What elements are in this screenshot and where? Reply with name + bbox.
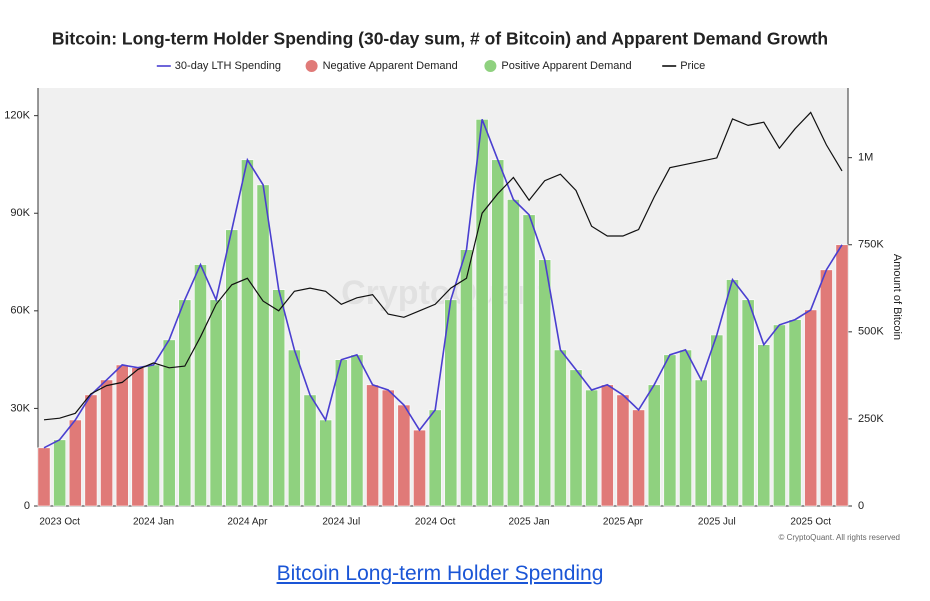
bar — [319, 419, 333, 507]
bar — [381, 389, 395, 507]
bar — [53, 439, 67, 507]
line — [43, 111, 843, 421]
legend-label: Price — [680, 60, 705, 72]
bar — [303, 394, 317, 507]
legend: 30-day LTH Spending Negative Apparent Dem… — [156, 60, 705, 72]
bar — [585, 389, 599, 507]
bar — [115, 364, 129, 507]
x-tick-label: 2024 Jul — [322, 517, 360, 528]
x-tick-label: 2024 Oct — [415, 517, 456, 528]
bar — [162, 339, 176, 507]
y-tick-label: 90K — [10, 207, 30, 219]
bar — [287, 349, 301, 507]
bar — [632, 409, 645, 507]
bar — [475, 119, 489, 507]
bar — [647, 384, 661, 507]
bar — [428, 409, 442, 507]
y2-tick-label: 250K — [858, 413, 884, 425]
bar — [679, 349, 692, 507]
bar — [413, 429, 426, 507]
bar — [788, 319, 802, 507]
bar — [397, 404, 411, 507]
bar — [241, 159, 254, 507]
bar — [804, 309, 818, 507]
chart-title: Bitcoin: Long-term Holder Spending (30-d… — [52, 29, 828, 49]
bar — [225, 229, 239, 507]
x-tick-label: 2023 Oct — [39, 517, 80, 528]
bar — [694, 379, 708, 507]
x-tick-label: 2024 Jan — [133, 517, 174, 528]
bar — [507, 199, 520, 507]
bar — [209, 299, 223, 507]
bar — [37, 447, 51, 507]
x-tick-label: 2025 Jul — [698, 517, 736, 528]
bar — [147, 364, 160, 507]
bar — [272, 289, 286, 507]
bar — [726, 279, 739, 507]
bar — [178, 299, 192, 507]
legend-label: 30-day LTH Spending — [175, 60, 281, 72]
bar — [491, 159, 505, 507]
bar — [522, 214, 536, 507]
bar — [460, 249, 473, 507]
chart: Bitcoin: Long-term Holder Spending (30-d… — [4, 29, 903, 542]
bar — [835, 244, 849, 507]
bar — [538, 259, 552, 507]
y2-tick-label: 0 — [858, 500, 864, 512]
x-tick-label: 2025 Oct — [790, 517, 831, 528]
credit: © CryptoQuant. All rights reserved — [779, 533, 901, 542]
bar — [819, 269, 833, 507]
bar — [600, 384, 614, 507]
y-tick-label: 0 — [24, 500, 30, 512]
bar — [663, 354, 677, 507]
bar — [84, 394, 98, 507]
x-tick-label: 2025 Apr — [603, 517, 644, 528]
link-container: Bitcoin Long-term Holder Spending — [0, 562, 880, 586]
y2-tick-label: 500K — [858, 326, 884, 338]
bar — [616, 394, 630, 507]
legend-label: Positive Apparent Demand — [501, 60, 631, 72]
x-tick-label: 2024 Apr — [227, 517, 268, 528]
bar — [757, 344, 771, 507]
y-tick-label: 120K — [4, 110, 30, 122]
bar — [256, 184, 270, 507]
y-tick-label: 30K — [10, 402, 30, 414]
bar — [773, 324, 786, 507]
article-link[interactable]: Bitcoin Long-term Holder Spending — [276, 562, 604, 585]
bar — [350, 354, 364, 507]
x-tick-label: 2025 Jan — [508, 517, 549, 528]
bar — [710, 334, 724, 507]
bar — [334, 359, 348, 507]
bar — [100, 379, 113, 507]
y2-axis-label: Amount of Bitcoin — [891, 254, 903, 340]
bar — [131, 367, 145, 507]
bar — [569, 369, 583, 507]
y2-tick-label: 750K — [858, 239, 884, 251]
legend-swatch — [484, 60, 497, 72]
bar — [553, 349, 567, 507]
bar — [741, 299, 755, 507]
line — [43, 119, 843, 449]
bar — [194, 264, 207, 507]
bar — [68, 419, 82, 507]
y2-tick-label: 1M — [858, 152, 873, 164]
y-tick-label: 60K — [10, 305, 30, 317]
bar — [366, 384, 379, 507]
legend-swatch — [305, 60, 318, 72]
legend-label: Negative Apparent Demand — [323, 60, 458, 72]
